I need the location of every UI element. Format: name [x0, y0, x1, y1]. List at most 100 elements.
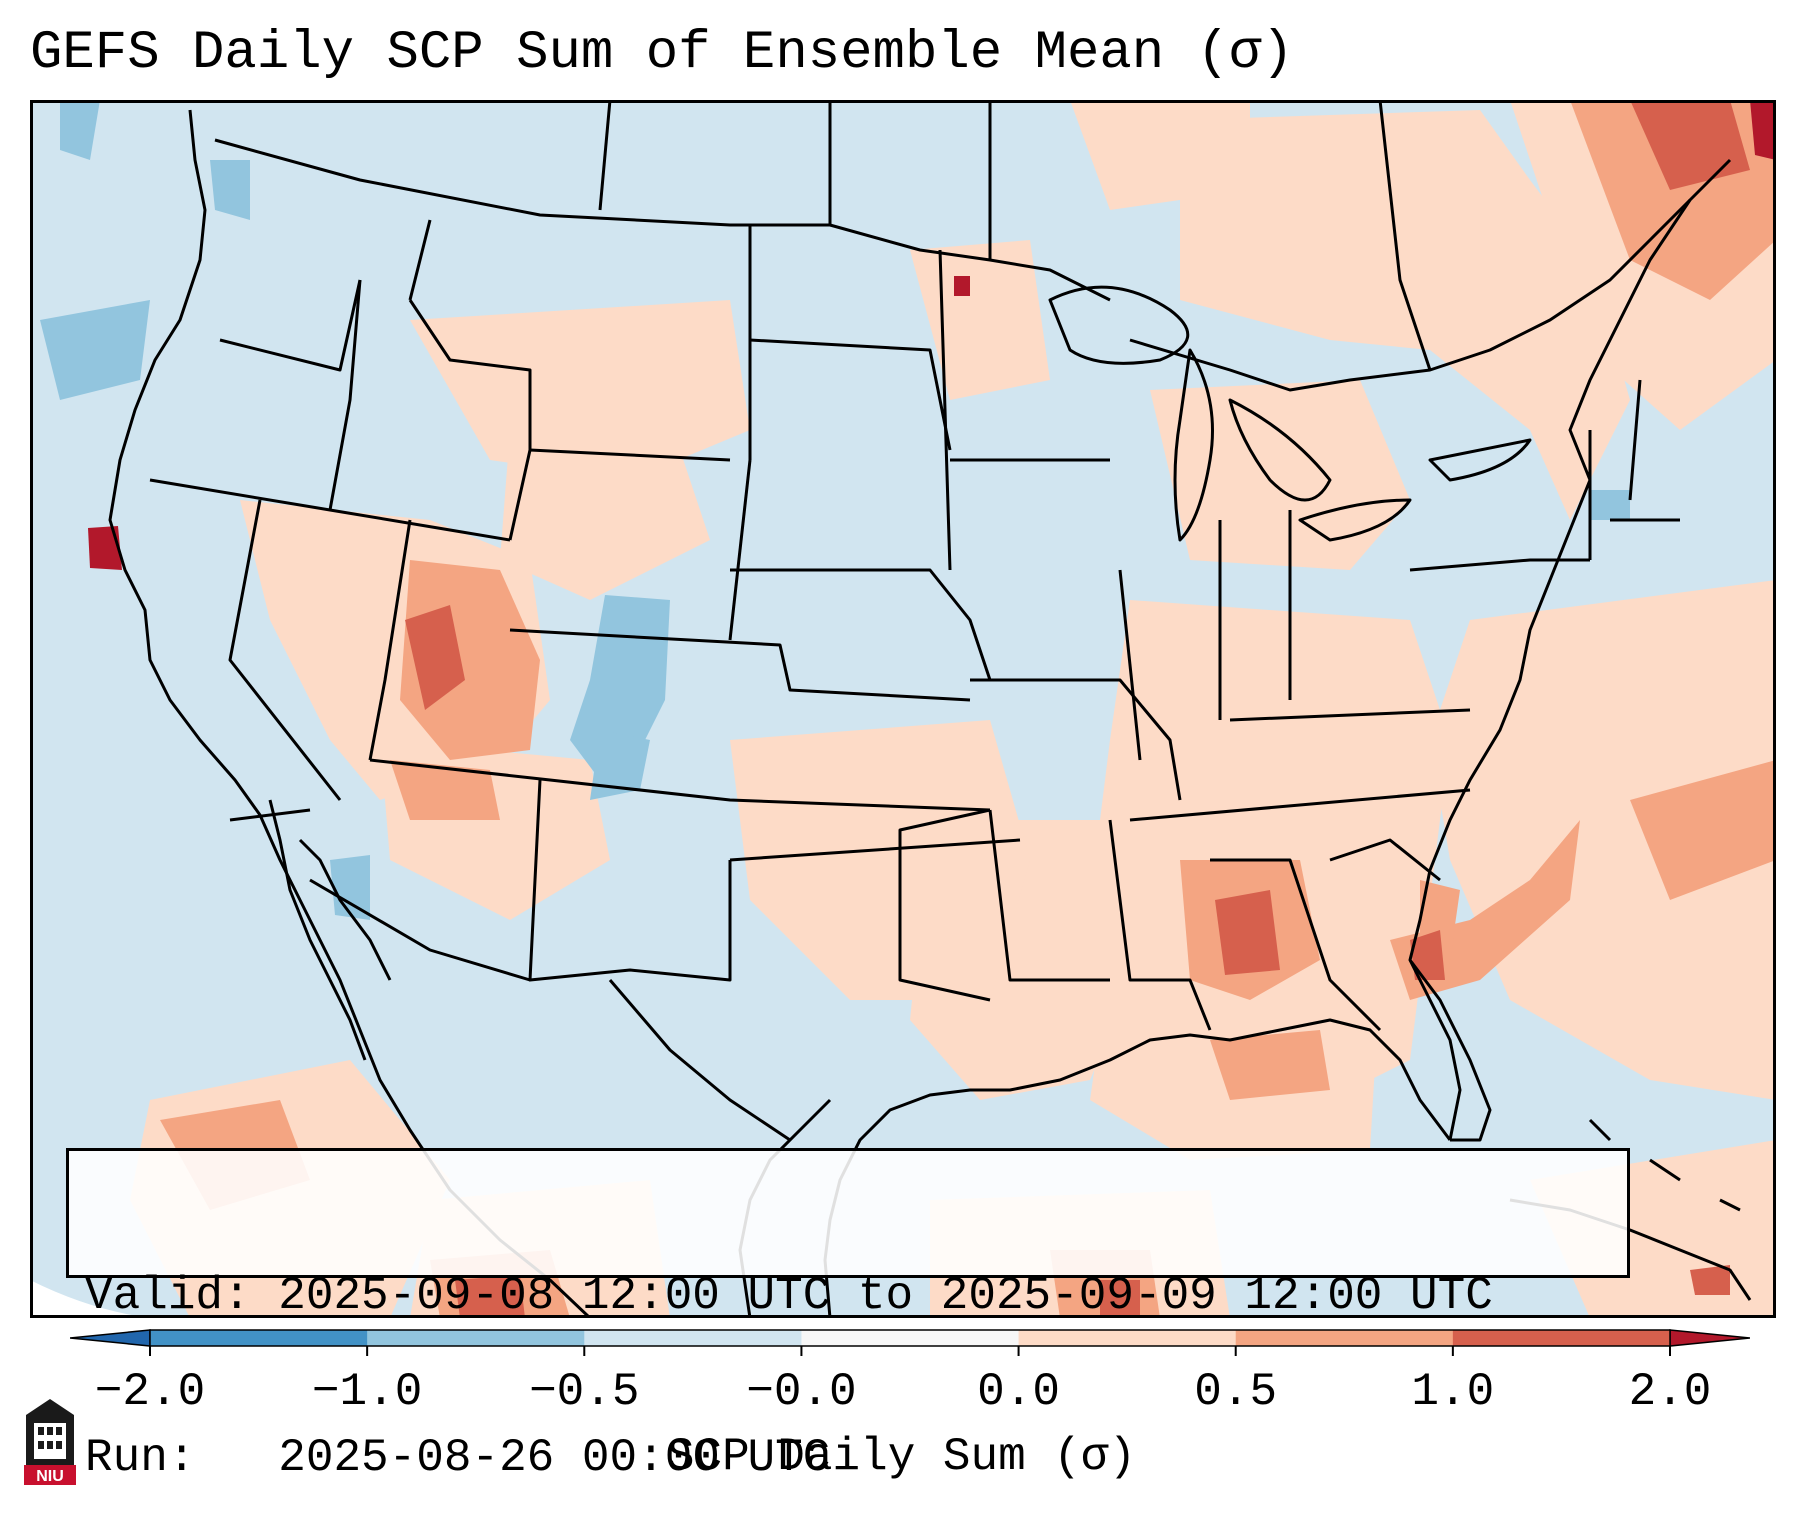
negative-anomaly-region — [40, 300, 150, 400]
colorbar-tick-label: 0.5 — [1194, 1366, 1278, 1418]
colorbar-segment — [1235, 1330, 1454, 1346]
state-border — [598, 100, 612, 211]
state-border — [369, 758, 991, 812]
positive-anomaly-region — [910, 240, 1050, 400]
moderate-anomaly-region — [390, 760, 500, 820]
positive-anomaly-region — [500, 420, 710, 600]
negative-anomaly-region — [570, 595, 670, 780]
moderate-anomaly-region — [1210, 1030, 1330, 1100]
strong-anomaly-region — [405, 605, 465, 710]
state-border — [938, 249, 952, 571]
strong-anomaly-region — [1215, 890, 1280, 975]
state-border — [730, 568, 992, 681]
colorbar-outline — [149, 1329, 1671, 1347]
strong-anomaly-region — [1690, 1265, 1730, 1295]
colorbar-tick-label: −0.0 — [746, 1366, 857, 1418]
state-border — [408, 299, 532, 450]
coastline — [1408, 199, 1692, 1141]
state-border — [988, 809, 1110, 982]
niu-logo: NIU — [24, 1399, 76, 1485]
state-border — [408, 219, 432, 301]
positive-anomaly-region — [1180, 110, 1630, 520]
coastline — [268, 799, 367, 1061]
map-frame — [30, 100, 1776, 1318]
colorbar — [70, 1329, 1750, 1356]
negative-anomaly-region — [60, 100, 100, 160]
coastline — [108, 109, 592, 1318]
state-border — [219, 279, 362, 372]
colorbar-tick-label: 2.0 — [1628, 1366, 1712, 1418]
state-border — [509, 628, 971, 702]
coastline — [1298, 498, 1412, 542]
state-border — [898, 808, 991, 1002]
anomaly-field — [40, 100, 1776, 1318]
colorbar-segment — [584, 1330, 802, 1346]
extreme-anomaly-region — [1750, 100, 1776, 160]
negative-anomaly-region — [210, 160, 250, 220]
state-border — [368, 519, 412, 761]
border — [1129, 158, 1732, 392]
state-border — [1229, 708, 1471, 722]
positive-anomaly-region — [1150, 380, 1410, 570]
colorbar-segment — [1452, 1330, 1671, 1346]
moderate-anomaly-region — [1630, 760, 1776, 900]
strong-anomaly-region — [1100, 1280, 1140, 1318]
state-border — [149, 478, 511, 542]
colorbar-tick-label: −1.0 — [311, 1366, 423, 1418]
strong-anomaly-region — [1630, 100, 1750, 190]
state-border — [749, 338, 952, 451]
state-border — [1108, 819, 1212, 1031]
state-border — [1409, 558, 1590, 572]
state-border — [1129, 788, 1471, 822]
coastline — [1173, 348, 1214, 542]
colorbar-tick-label: 0.0 — [977, 1366, 1060, 1418]
colorbar-tick-label: −2.0 — [94, 1366, 206, 1418]
negative-anomaly-region — [330, 855, 370, 920]
colorbar-label: SCP Daily Sum (σ) — [666, 1431, 1137, 1483]
map-borders — [108, 100, 1752, 1318]
state-border — [1378, 100, 1432, 371]
colorbar-segment — [367, 1330, 585, 1346]
coastline — [1048, 285, 1190, 365]
coastline — [1228, 398, 1332, 502]
coastline — [1408, 959, 1492, 1142]
state-border — [728, 459, 752, 641]
colorbar-segment — [150, 1330, 368, 1346]
state-border — [729, 838, 1021, 862]
state-border — [1329, 838, 1441, 882]
state-border — [328, 279, 362, 511]
coastline — [298, 838, 392, 981]
extreme-anomaly-region — [88, 526, 122, 570]
colorbar-segment — [1018, 1330, 1237, 1346]
colorbar-segment — [801, 1330, 1020, 1346]
map-panel — [30, 100, 1776, 1318]
strong-anomaly-region — [455, 1275, 525, 1318]
strong-anomaly-region — [1410, 930, 1445, 980]
positive-anomaly-region — [1070, 100, 1250, 210]
niu-logo-text: NIU — [36, 1468, 64, 1485]
colorbar-tick-label: −0.5 — [529, 1366, 640, 1418]
state-border — [1210, 858, 1382, 1032]
negative-anomaly-region — [590, 730, 650, 800]
state-border — [528, 779, 732, 982]
state-border — [608, 979, 791, 1142]
state-border — [229, 808, 311, 822]
state-border — [1628, 379, 1642, 501]
extreme-anomaly-region — [954, 276, 970, 296]
projection-edge — [30, 1280, 150, 1318]
coastline — [1588, 1118, 1741, 1212]
page-title: GEFS Daily SCP Sum of Ensemble Mean (σ) — [30, 23, 1294, 84]
valid-time-text: Valid: 2025-09-08 12:00 UTC to 2025-09-0… — [85, 1270, 1493, 1322]
colorbar-extend-high — [1669, 1329, 1750, 1347]
state-border — [309, 878, 531, 982]
negative-anomaly-region — [1590, 490, 1630, 520]
positive-anomaly-region — [730, 720, 1030, 1000]
state-border — [228, 499, 342, 801]
colorbar-tick-label: 1.0 — [1411, 1366, 1495, 1418]
run-time-text: Run: 2025-08-26 00:00 UTC — [85, 1432, 831, 1484]
positive-anomaly-region — [1430, 580, 1776, 1100]
coastline — [1428, 438, 1532, 482]
state-border — [1118, 569, 1142, 761]
colorbar-extend-low — [70, 1329, 151, 1347]
valid-run-info-box: Valid: 2025-09-08 12:00 UTC to 2025-09-0… — [66, 1148, 1630, 1484]
